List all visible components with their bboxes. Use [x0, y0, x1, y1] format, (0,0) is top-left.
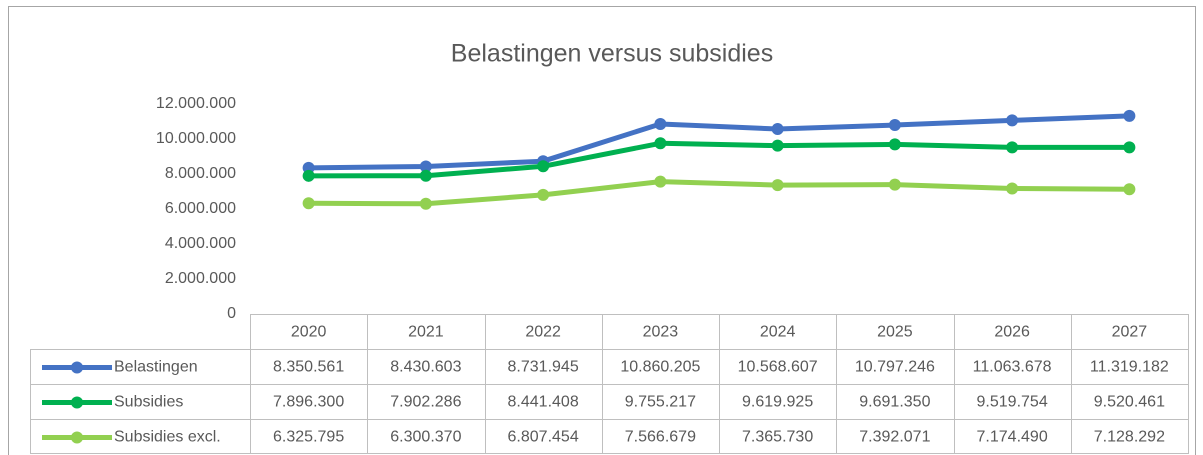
series-marker: [771, 179, 784, 192]
table-value: 8.350.561: [273, 359, 344, 376]
table-value: 6.300.370: [390, 429, 461, 446]
series-marker: [771, 123, 784, 136]
table-value: 10.568.607: [738, 359, 818, 376]
table-value: 11.319.182: [1090, 359, 1169, 376]
series-marker: [419, 197, 432, 210]
series-marker: [654, 175, 667, 188]
series-marker: [302, 169, 315, 182]
table-value: 7.392.071: [859, 429, 930, 446]
series-line: [308, 113, 1130, 171]
series-marker: [1123, 141, 1136, 154]
legend-key-marker: [71, 396, 83, 409]
table-value: 9.619.925: [742, 394, 813, 411]
y-tick-label: 0: [227, 305, 236, 322]
x-tick-label: 2021: [408, 324, 444, 341]
table-value: 7.128.292: [1094, 429, 1165, 446]
table-value: 6.325.795: [273, 429, 344, 446]
series-marker: [654, 117, 667, 130]
legend-key-marker: [71, 361, 83, 374]
series-marker: [888, 119, 901, 132]
series-marker: [771, 139, 784, 152]
table-value: 8.430.603: [390, 359, 461, 376]
y-tick-label: 2.000.000: [165, 270, 236, 287]
series-line: [308, 140, 1130, 179]
legend-label: Belastingen: [114, 359, 198, 376]
x-tick-label: 2020: [291, 324, 327, 341]
series-marker: [888, 178, 901, 191]
table-value: 8.441.408: [508, 394, 579, 411]
chart-title: Belastingen versus subsidies: [451, 40, 773, 68]
table-value: 7.174.490: [977, 429, 1048, 446]
x-tick-label: 2025: [877, 324, 913, 341]
table-value: 7.896.300: [273, 394, 344, 411]
table-value: 11.063.678: [973, 359, 1052, 376]
series-marker: [302, 197, 315, 210]
table-value: 9.520.461: [1094, 394, 1165, 411]
y-tick-label: 4.000.000: [165, 235, 236, 252]
series-marker: [419, 169, 432, 182]
series-marker: [1006, 182, 1019, 195]
y-tick-label: 10.000.000: [156, 130, 236, 147]
table-value: 7.566.679: [625, 429, 696, 446]
y-tick-label: 12.000.000: [156, 95, 236, 112]
series-line: [308, 179, 1130, 207]
y-tick-label: 8.000.000: [165, 165, 236, 182]
legend-label: Subsidies: [114, 394, 183, 411]
series-marker: [419, 160, 432, 173]
x-tick-label: 2024: [760, 324, 796, 341]
series-marker: [537, 188, 550, 201]
x-tick-label: 2023: [643, 324, 679, 341]
table-value: 9.755.217: [625, 394, 696, 411]
x-tick-label: 2022: [525, 324, 561, 341]
series-marker: [888, 138, 901, 151]
table-value: 9.691.350: [859, 394, 930, 411]
table-value: 10.860.205: [620, 359, 700, 376]
series-marker: [1006, 114, 1019, 127]
table-value: 8.731.945: [508, 359, 579, 376]
legend-label: Subsidies excl.: [114, 429, 221, 446]
y-tick-label: 6.000.000: [165, 200, 236, 217]
table-value: 7.902.286: [390, 394, 461, 411]
table-value: 6.807.454: [508, 429, 579, 446]
series-marker: [1123, 109, 1136, 122]
table-value: 7.365.730: [742, 429, 813, 446]
x-tick-label: 2027: [1112, 324, 1148, 341]
table-value: 9.519.754: [977, 394, 1048, 411]
series-marker: [537, 160, 550, 173]
legend-key-marker: [71, 431, 83, 444]
series-marker: [1006, 141, 1019, 154]
x-tick-label: 2026: [994, 324, 1030, 341]
table-value: 10.797.246: [855, 359, 935, 376]
series-marker: [1123, 183, 1136, 196]
series-marker: [654, 137, 667, 150]
